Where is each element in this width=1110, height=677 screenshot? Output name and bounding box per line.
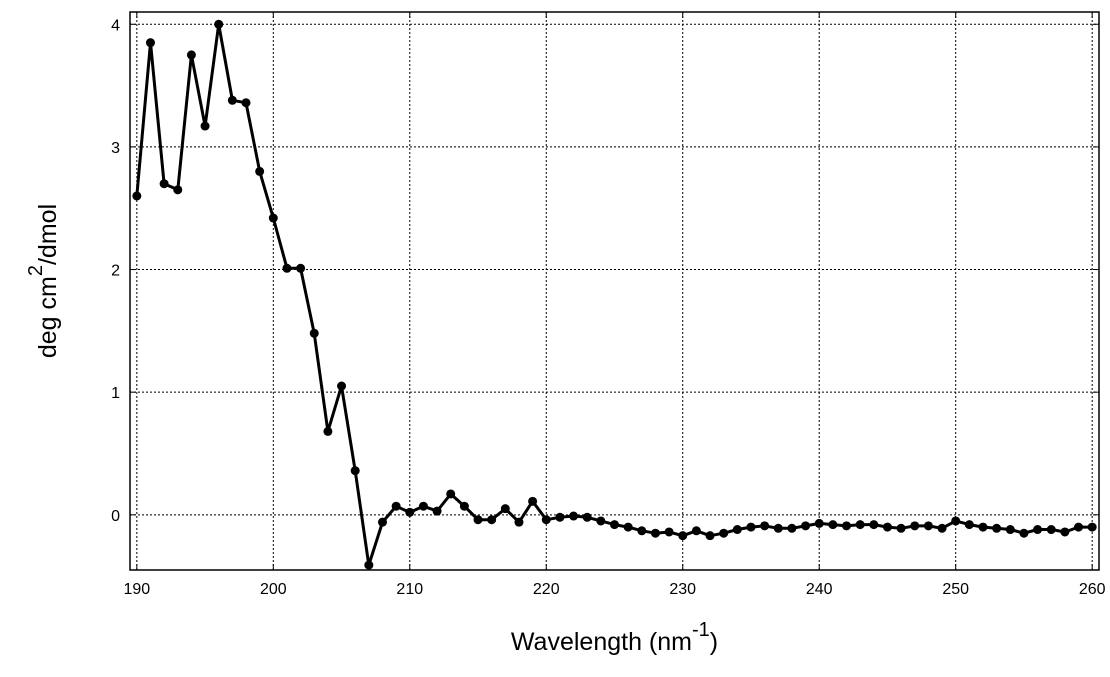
- data-point-0-14: [323, 426, 333, 436]
- data-point-0-46: [760, 521, 770, 531]
- grid-lines: [130, 12, 1099, 570]
- data-point-0-59: [937, 523, 947, 533]
- data-point-0-30: [541, 515, 551, 525]
- axis-labels: 190 200 210 220 230 240 250 260 0 1 2 3 4 Wavelength …: [25, 17, 1106, 656]
- data-point-0-64: [1005, 525, 1015, 535]
- y-axis-title-base: deg cm: [34, 276, 62, 358]
- data-point-0-16: [350, 466, 360, 476]
- data-point-0-67: [1046, 525, 1056, 535]
- x-tick-label-3: 220: [533, 581, 560, 598]
- data-point-0-4: [186, 50, 196, 60]
- y-tick-label-0: 0: [111, 508, 120, 525]
- data-point-0-60: [951, 516, 961, 526]
- x-axis-title-superscript: -1: [692, 619, 710, 641]
- data-point-0-21: [418, 501, 428, 511]
- plot-frame: [129, 11, 1100, 571]
- x-tick-label-1: 200: [260, 581, 287, 598]
- data-point-0-48: [787, 523, 797, 533]
- data-point-0-27: [500, 504, 510, 514]
- x-tick-label-6: 250: [942, 581, 969, 598]
- data-point-0-56: [896, 523, 906, 533]
- data-point-0-54: [869, 520, 879, 530]
- y-axis-title-suffix: /dmol: [34, 204, 62, 265]
- series-group: [132, 19, 1097, 570]
- data-point-0-51: [828, 520, 838, 530]
- data-point-0-38: [650, 528, 660, 538]
- data-point-0-34: [596, 516, 606, 526]
- data-point-0-44: [732, 525, 742, 535]
- data-point-0-45: [746, 522, 756, 532]
- data-point-0-7: [227, 95, 237, 105]
- data-point-0-11: [282, 263, 292, 273]
- data-point-0-57: [910, 521, 920, 531]
- data-point-0-23: [446, 489, 456, 499]
- data-point-0-13: [309, 328, 319, 338]
- data-point-0-68: [1060, 527, 1070, 537]
- data-point-0-61: [964, 520, 974, 530]
- data-point-0-32: [569, 511, 579, 521]
- data-point-0-25: [473, 515, 483, 525]
- data-point-0-18: [377, 517, 387, 527]
- y-tick-label-4: 4: [111, 17, 120, 34]
- x-tick-label-0: 190: [123, 581, 150, 598]
- data-point-0-39: [664, 527, 674, 537]
- data-point-0-42: [705, 531, 715, 541]
- data-point-0-53: [855, 520, 865, 530]
- data-point-0-20: [405, 507, 415, 517]
- data-point-0-37: [637, 526, 647, 536]
- data-point-0-65: [1019, 528, 1029, 538]
- data-point-0-58: [923, 521, 933, 531]
- x-tick-label-4: 230: [669, 581, 696, 598]
- data-point-0-63: [992, 523, 1002, 533]
- data-point-0-15: [337, 381, 347, 391]
- y-tick-label-3: 3: [111, 140, 120, 157]
- data-point-0-10: [268, 213, 278, 223]
- x-tick-label-7: 260: [1079, 581, 1106, 598]
- axes-group: [129, 11, 1100, 571]
- data-point-0-33: [582, 512, 592, 522]
- data-point-0-12: [296, 263, 306, 273]
- series-line-0: [135, 22, 1093, 567]
- x-axis-title: Wavelength (nm-1): [511, 619, 718, 656]
- data-point-0-6: [214, 19, 224, 29]
- data-point-0-26: [487, 515, 497, 525]
- x-tick-label-5: 240: [806, 581, 833, 598]
- data-point-0-22: [432, 506, 442, 516]
- data-point-0-41: [691, 526, 701, 536]
- data-point-0-35: [610, 520, 619, 530]
- data-point-0-31: [555, 512, 565, 522]
- data-point-0-28: [514, 517, 524, 527]
- data-point-0-62: [978, 522, 988, 532]
- data-point-0-49: [801, 521, 811, 531]
- data-point-0-19: [391, 501, 401, 511]
- data-point-0-52: [842, 521, 852, 531]
- data-point-0-3: [173, 185, 183, 195]
- data-point-0-0: [132, 191, 142, 201]
- data-point-0-9: [255, 166, 265, 176]
- data-point-0-47: [773, 523, 783, 533]
- data-point-0-24: [459, 501, 469, 511]
- data-point-0-43: [719, 528, 729, 538]
- data-point-0-50: [814, 518, 824, 528]
- data-point-0-1: [145, 38, 155, 48]
- data-point-0-66: [1033, 525, 1043, 535]
- data-point-0-55: [882, 522, 892, 532]
- x-axis-title-suffix: ): [710, 628, 718, 656]
- x-axis-title-base: Wavelength (nm: [511, 628, 692, 656]
- y-axis-title-superscript: 2: [25, 265, 47, 276]
- y-tick-label-2: 2: [111, 263, 120, 280]
- data-point-0-36: [623, 522, 633, 532]
- data-point-0-5: [200, 121, 210, 131]
- data-point-0-17: [364, 560, 374, 570]
- x-tick-label-2: 210: [396, 581, 423, 598]
- data-point-0-29: [528, 496, 538, 506]
- data-point-0-40: [678, 531, 688, 541]
- y-axis-title: deg cm2/dmol: [25, 204, 62, 358]
- data-point-0-69: [1074, 522, 1084, 532]
- data-point-0-8: [241, 98, 251, 108]
- data-point-0-2: [159, 179, 169, 189]
- data-point-0-70: [1087, 522, 1097, 532]
- y-tick-label-1: 1: [111, 385, 120, 402]
